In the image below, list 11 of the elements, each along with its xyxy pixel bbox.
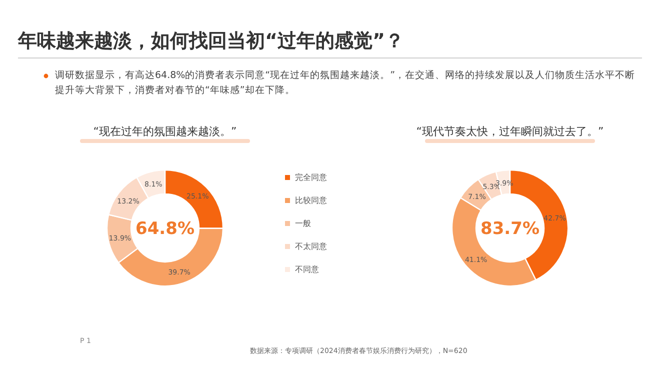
legend-label: 比较同意 xyxy=(295,196,327,205)
chart-title: “现代节奏太快，过年瞬间就过去了。” xyxy=(416,125,604,138)
legend-label: 不太同意 xyxy=(295,242,327,251)
chart-title: “现在过年的氛围越来越淡。” xyxy=(93,125,237,138)
legend-label: 完全同意 xyxy=(295,173,327,182)
text: 64.8% xyxy=(136,219,194,239)
legend-label: 不同意 xyxy=(295,265,319,274)
legend-label: 一般 xyxy=(295,219,311,228)
text: 调研数据显示，有高达64.8%的消费者表示同意“现在过年的氛围越来越淡。”，在交通、网络的持续发展以及人们物质生活水平不断提升等大背景下，消费者对春节的“年味感”却在下降。 xyxy=(55,69,636,98)
text: 年味越来越淡，如何找回当初“过年的感觉”？ xyxy=(18,29,404,54)
text: 83.7% xyxy=(480,219,540,239)
